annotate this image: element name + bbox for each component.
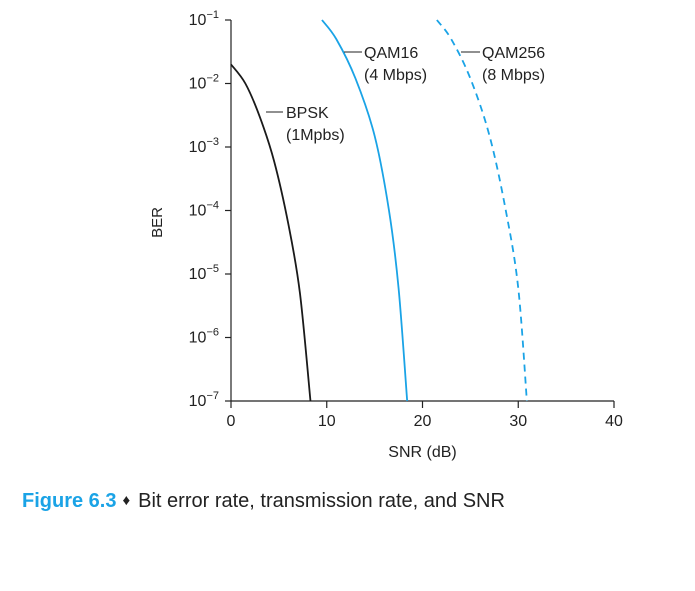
x-tick-label: 30 [509,413,527,430]
y-tick-label: 10−6 [189,327,219,347]
chart-series [230,19,528,402]
x-axis-label: SNR (dB) [388,444,456,461]
x-tick-label: 40 [605,413,623,430]
x-tick-label: 20 [414,413,432,430]
y-tick-label: 10−5 [189,263,219,283]
series-labels: BPSK (1Mpbs) QAM16 (4 Mbps) QAM256 (8 Mbps) [266,45,545,144]
ber-chart: 0 10 20 30 40 10−1 10−2 10−3 10−4 10−5 10−6 10−7 BP… [149,9,623,461]
figure-number: Figure 6.3 [22,490,117,512]
series-line-2 [436,19,528,402]
y-tick-label: 10−1 [189,9,219,29]
y-tick-label: 10−3 [189,136,219,156]
y-tick-label: 10−4 [189,200,219,220]
series-label-1-line-1: (4 Mbps) [364,67,427,84]
diamond-icon: ♦ [122,492,131,509]
figure-caption: Figure 6.3 ♦ Bit error rate, transmission … [22,490,505,513]
series-line-0 [230,63,312,402]
series-label-2-line-0: QAM256 [482,45,545,62]
x-tick-label: 10 [318,413,336,430]
series-line-1 [321,19,409,402]
series-label-0-line-0: BPSK [286,105,329,122]
y-tick-label: 10−2 [189,73,219,93]
caption-text: Bit error rate, transmission rate, and S… [138,490,505,512]
x-tick-label: 0 [227,413,236,430]
series-label-2-line-1: (8 Mbps) [482,67,545,84]
chart-ticks: 0 10 20 30 40 10−1 10−2 10−3 10−4 10−5 10−6 10−7 [189,9,623,430]
series-label-1-line-0: QAM16 [364,45,418,62]
y-tick-label: 10−7 [189,390,219,410]
series-label-0-line-1: (1Mpbs) [286,127,345,144]
y-axis-label: BER [149,207,166,238]
